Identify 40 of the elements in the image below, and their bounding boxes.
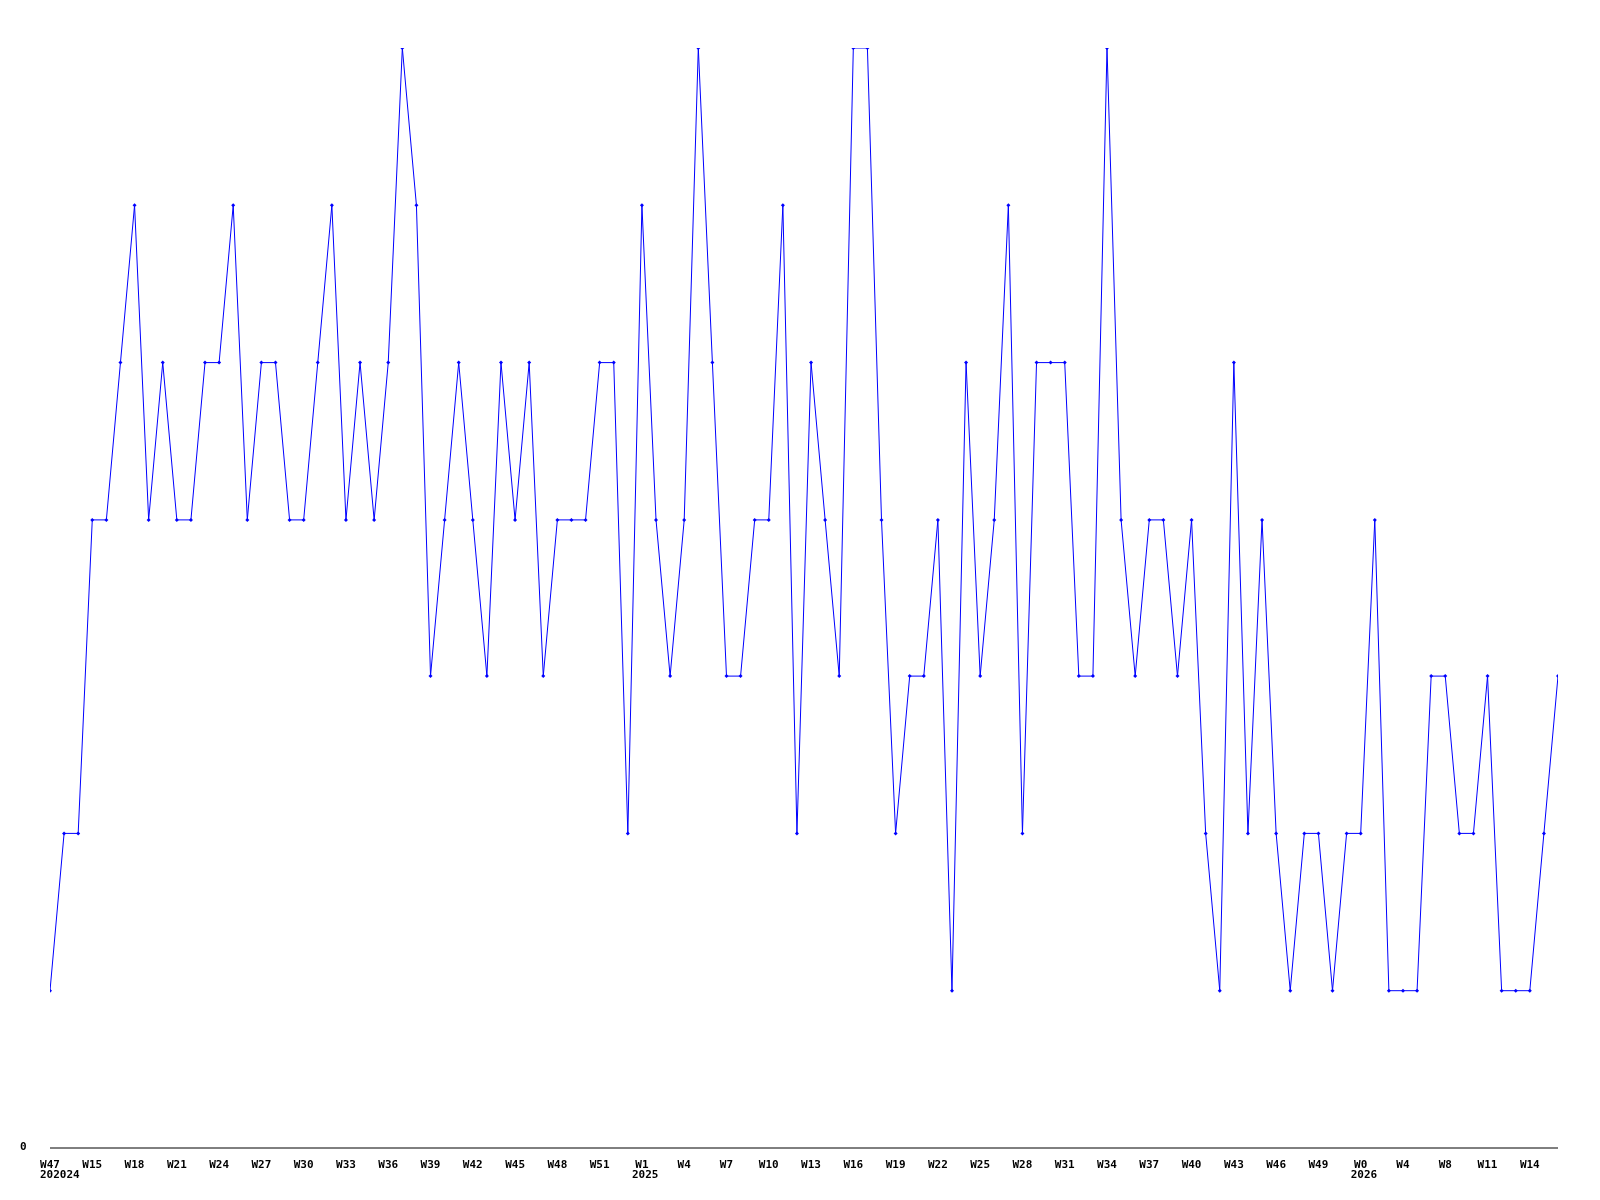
text: 0 [20,1140,27,1153]
x-tick-label: W21 [166,1158,188,1171]
x-tick-label: W33 [336,1158,356,1171]
x-tick-label: W31 [1054,1158,1076,1171]
x-tick-label: W36 [378,1158,399,1171]
x-tick-label: W51 [589,1158,610,1171]
x-tick-label: W49 [1308,1158,1329,1171]
x-tick-label: W28 [1012,1158,1033,1171]
x-tick-label: W15 [82,1158,103,1171]
x-tick-label: W4 [1396,1158,1410,1171]
x-tick-label: W42 [462,1158,483,1171]
x-tick-label: W43 [1223,1158,1244,1171]
x-tick-label: W4 [677,1158,692,1171]
x-tick-label: W0 [1354,1158,1368,1171]
x-tick-label: W1 [635,1158,649,1171]
x-tick-label: W22 [927,1158,948,1171]
x-tick-label: W14 [1519,1158,1541,1171]
x-tick-label: W18 [124,1158,145,1171]
x-tick-label: W48 [547,1158,568,1171]
x-tick-label: W37 [1139,1158,1160,1171]
x-tick-label: W39 [420,1158,441,1171]
x-tick-label: W45 [505,1158,526,1171]
text: 202024 [40,1168,80,1181]
x-tick-label: W46 [1266,1158,1287,1171]
x-tick-label: W7 [719,1158,734,1171]
x-tick-label: W19 [885,1158,906,1171]
x-tick-label: W40 [1181,1158,1202,1171]
x-tick-label: W13 [801,1158,821,1171]
text: 2026 [1350,1168,1378,1181]
x-tick-label: W24 [209,1158,230,1171]
x-tick-label: W34 [1097,1158,1118,1171]
text: 2025 [631,1168,659,1181]
x-tick-label: W27 [251,1158,272,1171]
x-tick-label: W47 [40,1158,60,1171]
x-tick-label: W30 [293,1158,314,1171]
x-tick-label: W11 [1477,1158,1498,1171]
x-tick-label: W25 [970,1158,991,1171]
x-tick-label: W10 [758,1158,779,1171]
x-tick-label: W16 [843,1158,864,1171]
x-tick-label: W8 [1438,1158,1452,1171]
